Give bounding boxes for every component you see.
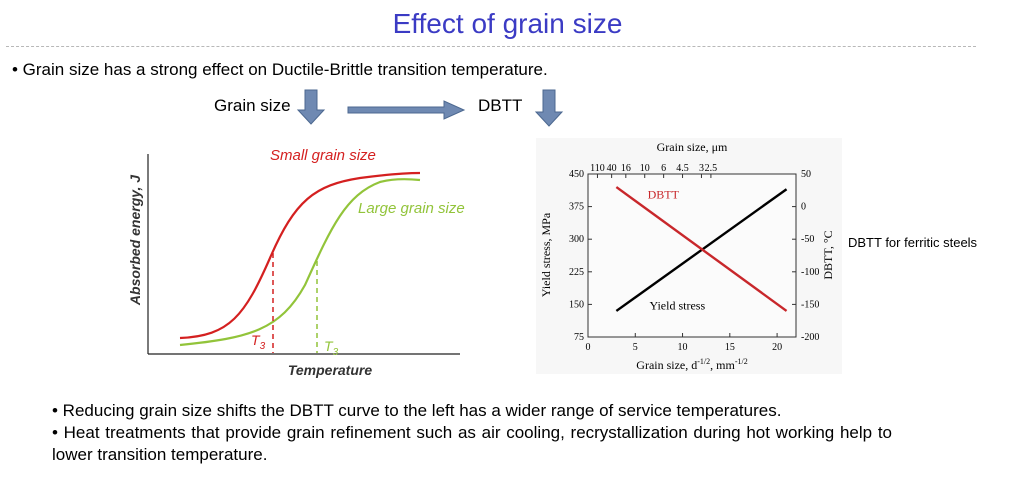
left-tick-label: 225 — [569, 267, 584, 278]
left-tick-label: 150 — [569, 299, 584, 310]
y-axis-label: Absorbed energy, J — [127, 174, 143, 306]
flow-grain-size-label: Grain size — [214, 96, 291, 115]
top-tick-label: 10 — [640, 163, 650, 174]
large-grain-curve — [179, 178, 421, 347]
left-tick-label: 450 — [569, 169, 584, 180]
x-tick-label: 10 — [678, 342, 688, 353]
right-arrow-icon — [347, 100, 466, 120]
right-tick-label: -200 — [801, 332, 819, 343]
small-grain-label: Small grain size — [270, 147, 376, 164]
dbtt-series-label: DBTT — [648, 188, 680, 202]
bullet-reducing-grain: • Reducing grain size shifts the DBTT cu… — [52, 401, 782, 420]
bottom-bullets: • Reducing grain size shifts the DBTT cu… — [52, 400, 892, 466]
top-tick-label: 3 — [699, 163, 704, 174]
down-arrow-icon — [296, 89, 326, 125]
x-axis-label: Temperature — [288, 362, 373, 378]
left-axis-label: Yield stress, MPa — [539, 212, 553, 297]
top-tick-label: 40 — [607, 163, 617, 174]
intro-bullet: • Grain size has a strong effect on Duct… — [12, 60, 548, 79]
page-title: Effect of grain size — [392, 8, 623, 39]
right-tick-label: -150 — [801, 299, 819, 310]
left-tick-label: 375 — [569, 202, 584, 213]
x-tick-label: 15 — [725, 342, 735, 353]
yield-stress-series-label: Yield stress — [649, 298, 705, 312]
bottom-axis-label: Grain size, d-1/2, mm-1/2 — [636, 357, 747, 372]
small-t3-label: T3 — [251, 332, 266, 352]
small-grain-curve — [179, 171, 421, 340]
left-tick-label: 300 — [569, 234, 584, 245]
dbtt-yield-chart: Grain size, μm Yield stress, MPa DBTT, °… — [536, 138, 842, 374]
x-tick-label: 5 — [633, 342, 638, 353]
x-tick-label: 0 — [586, 342, 591, 353]
top-axis-label: Grain size, μm — [657, 140, 728, 154]
right-tick-label: 0 — [801, 202, 806, 213]
large-grain-label: Large grain size — [358, 200, 465, 217]
right-tick-label: 50 — [801, 169, 811, 180]
left-tick-label: 75 — [574, 332, 584, 343]
top-tick-label: 6 — [661, 163, 666, 174]
top-tick-label: 2.5 — [705, 163, 718, 174]
dbtt-line — [615, 186, 788, 312]
flow-dbtt-label: DBTT — [478, 96, 523, 115]
absorbed-energy-diagram: Absorbed energy, J Temperature Small gra… — [127, 147, 465, 378]
title-divider — [6, 46, 976, 47]
down-arrow-icon — [534, 89, 564, 127]
right-tick-label: -50 — [801, 234, 814, 245]
top-tick-label: 4.5 — [676, 163, 689, 174]
x-tick-label: 20 — [772, 342, 782, 353]
right-axis-label: DBTT, °C — [821, 230, 835, 279]
large-t3-label: T3 — [324, 338, 339, 358]
top-tick-label: 16 — [621, 163, 631, 174]
right-tick-label: -100 — [801, 267, 819, 278]
top-tick-label: 110 — [590, 163, 605, 174]
dbtt-side-label: DBTT for ferritic steels — [848, 235, 978, 250]
bullet-heat-treatment: • Heat treatments that provide grain ref… — [52, 423, 892, 464]
